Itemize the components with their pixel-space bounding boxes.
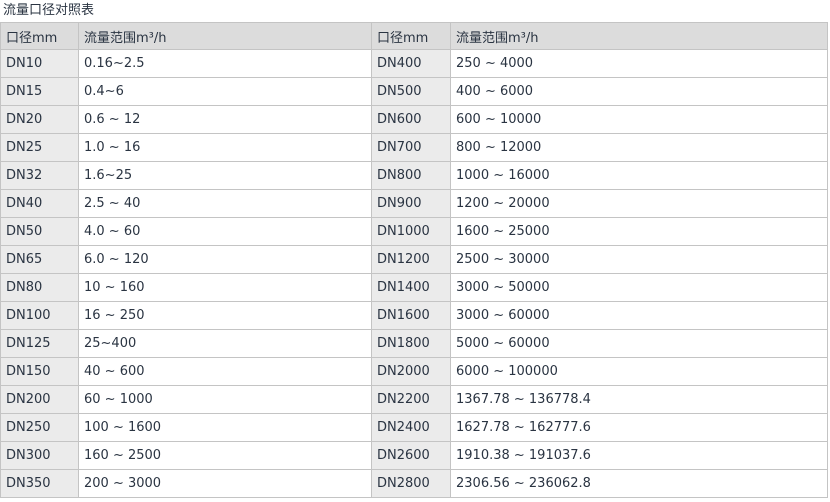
table-row: DN65 6.0 ~ 120 DN1200 2500 ~ 30000 [0, 245, 828, 274]
cell-flowrange-left: 4.0 ~ 60 [78, 217, 372, 246]
cell-diameter-right: DN2400 [371, 413, 451, 442]
cell-diameter-left: DN50 [0, 217, 79, 246]
cell-diameter-left: DN32 [0, 161, 79, 190]
cell-diameter-left: DN150 [0, 357, 79, 386]
cell-flowrange-left: 25~400 [78, 329, 372, 358]
cell-flowrange-left: 60 ~ 1000 [78, 385, 372, 414]
cell-diameter-left: DN65 [0, 245, 79, 274]
column-header-diameter-left: 口径mm [0, 22, 79, 50]
cell-diameter-right: DN700 [371, 133, 451, 162]
cell-diameter-left: DN100 [0, 301, 79, 330]
flow-diameter-comparison-table: 口径mm 流量范围m³/h 口径mm 流量范围m³/h DN10 0.16~2.5… [0, 22, 828, 498]
cell-diameter-right: DN1200 [371, 245, 451, 274]
cell-flowrange-right: 1600 ~ 25000 [450, 217, 828, 246]
cell-diameter-right: DN400 [371, 49, 451, 78]
cell-diameter-right: DN2200 [371, 385, 451, 414]
column-header-diameter-right: 口径mm [371, 22, 451, 50]
header-row: 口径mm 流量范围m³/h 口径mm 流量范围m³/h [0, 22, 828, 50]
cell-flowrange-left: 160 ~ 2500 [78, 441, 372, 470]
cell-diameter-left: DN10 [0, 49, 79, 78]
page-title: 流量口径对照表 [3, 3, 95, 18]
table-row: DN100 16 ~ 250 DN1600 3000 ~ 60000 [0, 301, 828, 330]
table-row: DN10 0.16~2.5 DN400 250 ~ 4000 [0, 49, 828, 78]
table-row: DN80 10 ~ 160 DN1400 3000 ~ 50000 [0, 273, 828, 302]
cell-diameter-left: DN25 [0, 133, 79, 162]
cell-diameter-right: DN600 [371, 105, 451, 134]
cell-flowrange-left: 1.0 ~ 16 [78, 133, 372, 162]
cell-flowrange-left: 1.6~25 [78, 161, 372, 190]
cell-diameter-left: DN250 [0, 413, 79, 442]
cell-flowrange-right: 800 ~ 12000 [450, 133, 828, 162]
cell-diameter-left: DN300 [0, 441, 79, 470]
cell-flowrange-right: 1000 ~ 16000 [450, 161, 828, 190]
table-row: DN32 1.6~25 DN800 1000 ~ 16000 [0, 161, 828, 190]
cell-diameter-left: DN20 [0, 105, 79, 134]
cell-diameter-right: DN1800 [371, 329, 451, 358]
table-row: DN50 4.0 ~ 60 DN1000 1600 ~ 25000 [0, 217, 828, 246]
cell-flowrange-right: 5000 ~ 60000 [450, 329, 828, 358]
cell-diameter-left: DN80 [0, 273, 79, 302]
cell-flowrange-left: 0.4~6 [78, 77, 372, 106]
cell-flowrange-right: 1910.38 ~ 191037.6 [450, 441, 828, 470]
column-header-flowrange-right: 流量范围m³/h [450, 22, 828, 50]
table-row: DN300 160 ~ 2500 DN2600 1910.38 ~ 191037.6 [0, 441, 828, 470]
cell-diameter-right: DN2800 [371, 469, 451, 498]
cell-flowrange-left: 2.5 ~ 40 [78, 189, 372, 218]
cell-diameter-right: DN2600 [371, 441, 451, 470]
cell-flowrange-right: 3000 ~ 50000 [450, 273, 828, 302]
cell-diameter-right: DN1000 [371, 217, 451, 246]
table-row: DN200 60 ~ 1000 DN2200 1367.78 ~ 136778.4 [0, 385, 828, 414]
table-row: DN40 2.5 ~ 40 DN900 1200 ~ 20000 [0, 189, 828, 218]
cell-flowrange-left: 100 ~ 1600 [78, 413, 372, 442]
cell-flowrange-right: 400 ~ 6000 [450, 77, 828, 106]
cell-flowrange-right: 2500 ~ 30000 [450, 245, 828, 274]
table-body: DN10 0.16~2.5 DN400 250 ~ 4000 DN15 0.4~6 DN50… [0, 49, 828, 498]
cell-diameter-left: DN125 [0, 329, 79, 358]
cell-diameter-right: DN2000 [371, 357, 451, 386]
cell-flowrange-right: 1627.78 ~ 162777.6 [450, 413, 828, 442]
table-header: 口径mm 流量范围m³/h 口径mm 流量范围m³/h [0, 22, 828, 50]
cell-diameter-left: DN40 [0, 189, 79, 218]
cell-diameter-right: DN800 [371, 161, 451, 190]
table-row: DN125 25~400 DN1800 5000 ~ 60000 [0, 329, 828, 358]
table-row: DN20 0.6 ~ 12 DN600 600 ~ 10000 [0, 105, 828, 134]
cell-diameter-right: DN1600 [371, 301, 451, 330]
cell-flowrange-right: 1367.78 ~ 136778.4 [450, 385, 828, 414]
cell-flowrange-left: 16 ~ 250 [78, 301, 372, 330]
cell-flowrange-right: 250 ~ 4000 [450, 49, 828, 78]
table-row: DN250 100 ~ 1600 DN2400 1627.78 ~ 162777.6 [0, 413, 828, 442]
cell-diameter-left: DN15 [0, 77, 79, 106]
cell-flowrange-left: 0.6 ~ 12 [78, 105, 372, 134]
cell-diameter-right: DN1400 [371, 273, 451, 302]
cell-diameter-right: DN500 [371, 77, 451, 106]
column-header-flowrange-left: 流量范围m³/h [78, 22, 372, 50]
cell-flowrange-left: 0.16~2.5 [78, 49, 372, 78]
cell-flowrange-right: 1200 ~ 20000 [450, 189, 828, 218]
table-row: DN150 40 ~ 600 DN2000 6000 ~ 100000 [0, 357, 828, 386]
cell-flowrange-left: 6.0 ~ 120 [78, 245, 372, 274]
table-row: DN15 0.4~6 DN500 400 ~ 6000 [0, 77, 828, 106]
table-row: DN350 200 ~ 3000 DN2800 2306.56 ~ 236062.8 [0, 469, 828, 498]
cell-flowrange-right: 600 ~ 10000 [450, 105, 828, 134]
cell-diameter-right: DN900 [371, 189, 451, 218]
cell-flowrange-left: 200 ~ 3000 [78, 469, 372, 498]
cell-flowrange-right: 2306.56 ~ 236062.8 [450, 469, 828, 498]
cell-diameter-left: DN350 [0, 469, 79, 498]
cell-flowrange-right: 3000 ~ 60000 [450, 301, 828, 330]
table-row: DN25 1.0 ~ 16 DN700 800 ~ 12000 [0, 133, 828, 162]
cell-flowrange-right: 6000 ~ 100000 [450, 357, 828, 386]
cell-flowrange-left: 10 ~ 160 [78, 273, 372, 302]
cell-flowrange-left: 40 ~ 600 [78, 357, 372, 386]
cell-diameter-left: DN200 [0, 385, 79, 414]
